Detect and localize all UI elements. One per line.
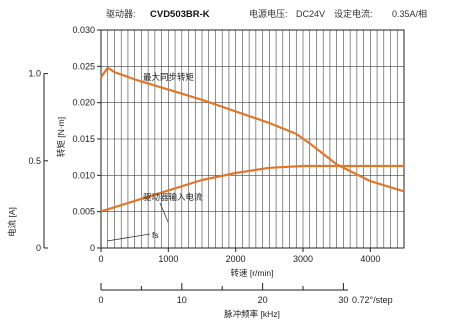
current-value: 0.35A/相: [392, 8, 427, 19]
y-tick-label: 0.005: [72, 207, 95, 217]
y-tick-label: 0.015: [72, 134, 95, 144]
fs-annotation: fs: [152, 230, 159, 240]
y-tick-label: 0.010: [72, 170, 95, 180]
driver-label: 驱动器:: [106, 9, 136, 19]
y-tick-label: 0.025: [72, 61, 95, 71]
y-tick-label: 0: [90, 243, 95, 253]
x-tick-label: 1000: [158, 254, 178, 264]
current-tick-label: 1.0: [28, 69, 41, 79]
series-group: [100, 66, 405, 213]
y-tick-label: 0.020: [72, 98, 95, 108]
current-tick-label: 0.5: [28, 156, 41, 166]
x-tick-label: 3000: [293, 254, 313, 264]
current-tick-label: 0: [36, 243, 41, 253]
grid-lines: [101, 29, 404, 249]
pulse-tick-label: 20: [258, 295, 268, 305]
x-tick-label: 2000: [226, 254, 246, 264]
current-label: 设定电流:: [334, 8, 373, 19]
x-tick-label: 4000: [360, 254, 380, 264]
series-line-input-current: [100, 164, 404, 213]
pulse-tick-label: 10: [177, 295, 187, 305]
y-axis-label: 转矩 [N·m]: [56, 117, 66, 157]
pulse-tick-label: 0: [98, 295, 103, 305]
y-ticks: 0 0.005 0.010 0.015 0.020 0.025 0.030: [72, 25, 101, 253]
voltage-label: 电源电压:: [249, 8, 288, 19]
series-label-max-torque: 最大同步转矩: [143, 72, 195, 82]
current-ticks: 0 0.5 1.0: [28, 69, 48, 253]
series-label-current-leader: [159, 202, 169, 223]
x-tick-label: 0: [98, 254, 103, 264]
x-ticks: 0 1000 2000 3000 4000: [98, 248, 380, 264]
driver-value: CVD503BR-K: [150, 9, 210, 20]
y-tick-label: 0.030: [72, 25, 95, 35]
fs-leader: [106, 233, 151, 242]
series-line-max-torque: [100, 66, 405, 193]
series-label-input-current: 驱动器输入电流: [143, 192, 203, 202]
voltage-value: DC24V: [296, 9, 325, 19]
pulse-tick-label: 30: [338, 295, 348, 305]
x-axis-label: 转速 [r/min]: [231, 268, 274, 278]
pulse-ticks: 0 10 20 30: [98, 283, 348, 305]
pulse-axis-label: 脉冲频率 [kHz]: [224, 309, 280, 319]
current-axis-label: 电流 [A]: [7, 207, 17, 237]
pulse-step-suffix: 0.72°/step: [352, 295, 393, 305]
